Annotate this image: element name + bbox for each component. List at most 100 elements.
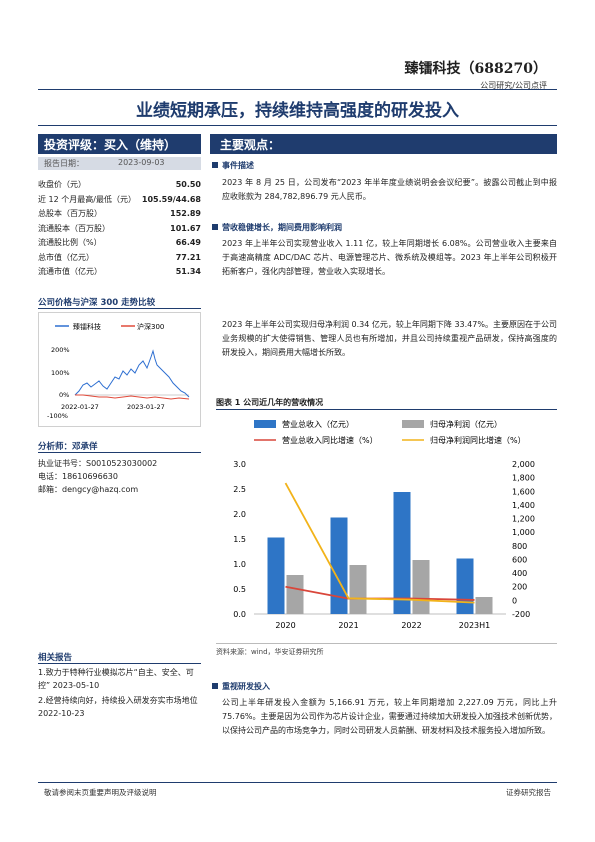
y-right-tick-label: 600 (512, 555, 527, 564)
bar (393, 492, 411, 614)
y-left-tick-label: 1.5 (233, 535, 246, 544)
metric-value: 51.34 (175, 267, 201, 276)
y-left-tick-label: 0.5 (233, 585, 246, 594)
metric-value: 66.49 (175, 238, 201, 247)
metric-label: 总市值（亿元） (38, 252, 94, 262)
index-price-line (75, 394, 190, 400)
metric-label: 流通股比例（%） (38, 238, 102, 247)
y-right-tick-label: 1,200 (512, 515, 535, 524)
main-views-banner: 主要观点： (210, 134, 557, 154)
y-right-tick-label: 1,400 (512, 501, 535, 510)
metric-row: 流通股本（百万股） 101.67 (38, 222, 201, 237)
metric-row: 收盘价（元） 50.50 (38, 178, 201, 193)
figure-bottom-divider (216, 643, 557, 644)
x-tick-label: 2023H1 (459, 621, 490, 630)
report-date-label: 报告日期： (44, 159, 84, 168)
legend-swatch (402, 420, 424, 428)
metric-row: 近 12 个月最高/最低（元） 105.59/44.68 (38, 193, 201, 208)
y-tick-label: -100% (47, 412, 68, 420)
metric-label: 总股本（百万股） (38, 209, 102, 218)
related-reports-list: 1.致力于特种行业模拟芯片“自主、安全、可控” 2023-05-10 2.经营持… (38, 666, 201, 720)
price-chart-divider (38, 308, 201, 309)
figure-divider (216, 409, 557, 410)
metric-label: 近 12 个月最高/最低（元） (38, 194, 136, 204)
footer-report-label: 证券研究报告 (506, 788, 551, 797)
y-tick-label: 100% (51, 369, 70, 377)
metric-row: 总股本（百万股） 152.89 (38, 207, 201, 222)
y-right-tick-label: 1,600 (512, 487, 535, 496)
metric-value: 50.50 (175, 180, 201, 189)
series-line (285, 585, 475, 601)
y-right-tick-label: 800 (512, 542, 527, 551)
event-paragraph: 2023 年 8 月 25 日，公司发布“2023 年半年度业绩说明会会议纪要”… (222, 178, 557, 201)
y-right-tick-label: 200 (512, 583, 527, 592)
footer-divider (38, 782, 557, 783)
legend-company-label: 臻镭科技 (73, 322, 101, 331)
legend-label: 归母净利润（亿元） (430, 419, 502, 429)
bar (267, 537, 285, 614)
metric-row: 流通股比例（%） 66.49 (38, 236, 201, 251)
y-left-tick-label: 1.0 (233, 560, 246, 569)
y-left-tick-label: 0.0 (233, 610, 246, 619)
bar (349, 565, 367, 614)
section-heading-event: 事件描述 (212, 160, 254, 171)
bar (412, 560, 430, 614)
metric-label: 流通市值（亿元） (38, 267, 102, 276)
page-title: 业绩短期承压，持续维持高强度的研发投入 (136, 101, 459, 121)
x-tick-label: 2021 (338, 621, 358, 630)
metric-value: 105.59/44.68 (141, 194, 201, 204)
y-tick-label: 0% (59, 391, 69, 399)
report-date-row: 报告日期： 2023-09-03 (38, 157, 201, 170)
legend-label: 归母净利润同比增速（%） (430, 435, 526, 445)
metric-value: 77.21 (175, 252, 201, 262)
legend-label: 营业总收入（亿元） (282, 419, 354, 429)
price-chart-heading: 公司价格与沪深 300 走势比较 (38, 298, 156, 308)
metric-row: 流通市值（亿元） 51.34 (38, 265, 201, 280)
analyst-email: 邮箱：dengcy@hazq.com (38, 485, 139, 494)
metric-label: 流通股本（百万股） (38, 223, 110, 233)
footer-disclaimer: 敬请参阅末页重要声明及评级说明 (44, 788, 157, 797)
metric-row: 总市值（亿元） 77.21 (38, 251, 201, 266)
bar (286, 575, 304, 614)
x-tick-label: 2020 (275, 621, 295, 630)
y-right-tick-label: 1,800 (512, 474, 535, 483)
metric-label: 收盘价（元） (38, 180, 86, 189)
title-divider (38, 125, 557, 126)
revenue-chart: 营业总收入（亿元） 归母净利润（亿元） 营业总收入同比增速（%） 归母净利润同比增速（… (216, 412, 557, 646)
revenue-paragraph-2: 2023 年上半年公司实现归母净利润 0.34 亿元，较上年同期下降 33.47… (222, 320, 557, 357)
revenue-paragraph-1: 2023 年上半年公司实现营业收入 1.11 亿，较上年同期增长 6.08%。公… (222, 239, 557, 276)
figure-source: 资料来源：wind，华安证券研究所 (216, 648, 324, 656)
x-tick-label: 2022 (401, 621, 421, 630)
related-heading: 相关报告 (38, 653, 73, 663)
y-right-tick-label: 400 (512, 569, 527, 578)
y-left-tick-label: 3.0 (233, 460, 246, 469)
y-right-tick-label: 2,000 (512, 460, 535, 469)
related-report-item[interactable]: 2.经营持续向好，持续投入研发夯实市场地位 2022-10-23 (38, 696, 198, 718)
x-tick-label: 2023-01-27 (127, 403, 165, 411)
y-tick-label: 200% (51, 346, 70, 354)
analyst-cert: 执业证书号：S0010523030002 (38, 459, 158, 468)
bar (456, 558, 474, 614)
analyst-info: 执业证书号：S0010523030002 电话：18610696630 邮箱：d… (38, 457, 157, 496)
y-left-tick-label: 2.5 (233, 485, 246, 494)
metric-value: 101.67 (170, 223, 201, 233)
company-price-line (74, 349, 190, 398)
section-heading-revenue: 营收稳健增长，期间费用影响利润 (212, 222, 342, 233)
figure-title: 图表 1 公司近几年的营收情况 (216, 398, 324, 407)
related-divider (38, 663, 201, 664)
bullet-square-icon (212, 683, 218, 689)
x-tick-label: 2022-01-27 (61, 403, 99, 411)
price-comparison-chart: 臻镭科技 沪深300 200% 100% 0% -100% 2022-01-27… (38, 312, 201, 427)
analyst-heading: 分析师：邓承佯 (38, 442, 98, 452)
section-heading-rd: 重视研发投入 (212, 681, 270, 692)
bar (475, 597, 493, 614)
report-date-value: 2023-09-03 (118, 158, 165, 167)
series-line (284, 482, 475, 604)
y-right-tick-label: 1,000 (512, 528, 535, 537)
bullet-square-icon (212, 224, 218, 230)
legend-swatch (254, 420, 276, 428)
analyst-divider (38, 452, 201, 453)
bar (330, 517, 348, 614)
related-report-item[interactable]: 1.致力于特种行业模拟芯片“自主、安全、可控” 2023-05-10 (38, 668, 194, 690)
rd-paragraph: 公司上半年研发投入金额为 5,166.91 万元，较上年同期增加 2,227.0… (222, 698, 557, 735)
